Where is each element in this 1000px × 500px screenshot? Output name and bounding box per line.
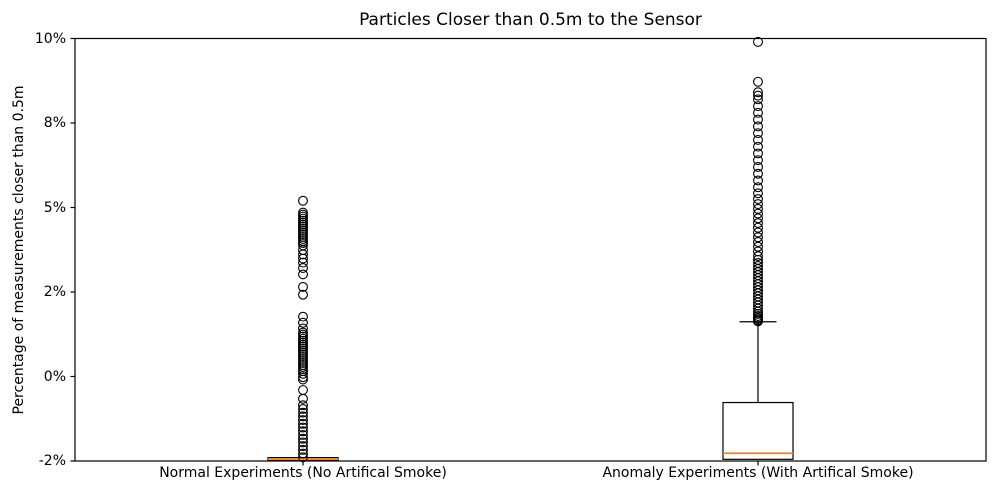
outlier-point (298, 403, 308, 414)
outlier-point (298, 400, 308, 411)
outlier-point (298, 433, 308, 444)
outlier-point (298, 385, 308, 395)
outlier-point (298, 444, 308, 455)
outlier-point (298, 422, 308, 433)
outlier-point (298, 281, 308, 292)
outlier-point (298, 317, 308, 328)
outlier-point (753, 251, 763, 262)
outlier-point (753, 241, 763, 252)
outlier-point (753, 199, 763, 210)
x-category-label-anomaly: Anomaly Experiments (With Artifical Smok… (602, 465, 914, 481)
y-tick-label: -2% (38, 453, 66, 469)
y-tick-label: 5% (43, 199, 66, 216)
chart-title: Particles Closer than 0.5m to the Sensor (359, 10, 702, 30)
outlier-point (753, 114, 763, 125)
outlier-point (753, 188, 763, 199)
outlier-point (753, 208, 763, 219)
outlier-point (298, 289, 308, 300)
outlier-point (298, 368, 308, 379)
outlier-point (753, 213, 763, 224)
outlier-point (298, 238, 308, 248)
outlier-point (298, 374, 308, 385)
outlier-point (298, 418, 308, 429)
outlier-point (298, 430, 308, 440)
outlier-point (753, 134, 763, 145)
outlier-point (298, 263, 308, 273)
outlier-point (298, 441, 308, 452)
outlier-point (298, 407, 308, 418)
outlier-point (298, 269, 308, 280)
outlier-point (753, 168, 763, 179)
y-tick-label: 0% (43, 368, 66, 385)
outlier-point (298, 257, 308, 268)
outlier-point (753, 175, 763, 186)
outlier-point (753, 121, 763, 132)
outlier-point (753, 232, 763, 243)
outlier-point (753, 237, 763, 247)
outlier-point (298, 426, 308, 437)
outlier-point (753, 227, 763, 238)
outlier-point (753, 155, 763, 166)
outlier-point (298, 195, 308, 206)
outlier-point (753, 90, 763, 101)
outlier-point (298, 437, 308, 448)
outlier-point (298, 372, 308, 383)
outlier-point (753, 203, 763, 214)
outlier-point (753, 182, 763, 193)
outlier-point (753, 101, 763, 112)
x-category-label-normal: Normal Experiments (No Artifical Smoke) (159, 465, 447, 481)
outlier-point (753, 316, 763, 327)
outlier-point (753, 36, 763, 47)
iqr-box (722, 401, 794, 460)
outlier-point (753, 107, 763, 118)
y-tick-label: 10% (34, 30, 66, 47)
outlier-point (298, 323, 308, 334)
outlier-point (753, 128, 763, 139)
y-tick-label: 8% (43, 115, 66, 131)
outlier-point (298, 448, 308, 459)
outlier-point (298, 311, 308, 322)
outlier-point (298, 253, 308, 264)
outlier-point (298, 249, 308, 260)
outlier-point (753, 94, 763, 105)
outlier-point (753, 76, 763, 87)
outlier-point (753, 222, 763, 233)
outlier-point (753, 161, 763, 172)
outlier-point (753, 218, 763, 228)
y-tick-label: 2% (43, 284, 66, 300)
plot-frame (74, 37, 987, 462)
outlier-point (753, 87, 763, 98)
outlier-point (298, 411, 308, 422)
outlier-point (298, 415, 308, 426)
outlier-point (298, 452, 308, 463)
outlier-point (298, 393, 308, 404)
outlier-point (753, 148, 763, 159)
outlier-point (753, 141, 763, 152)
outlier-point (753, 194, 763, 205)
